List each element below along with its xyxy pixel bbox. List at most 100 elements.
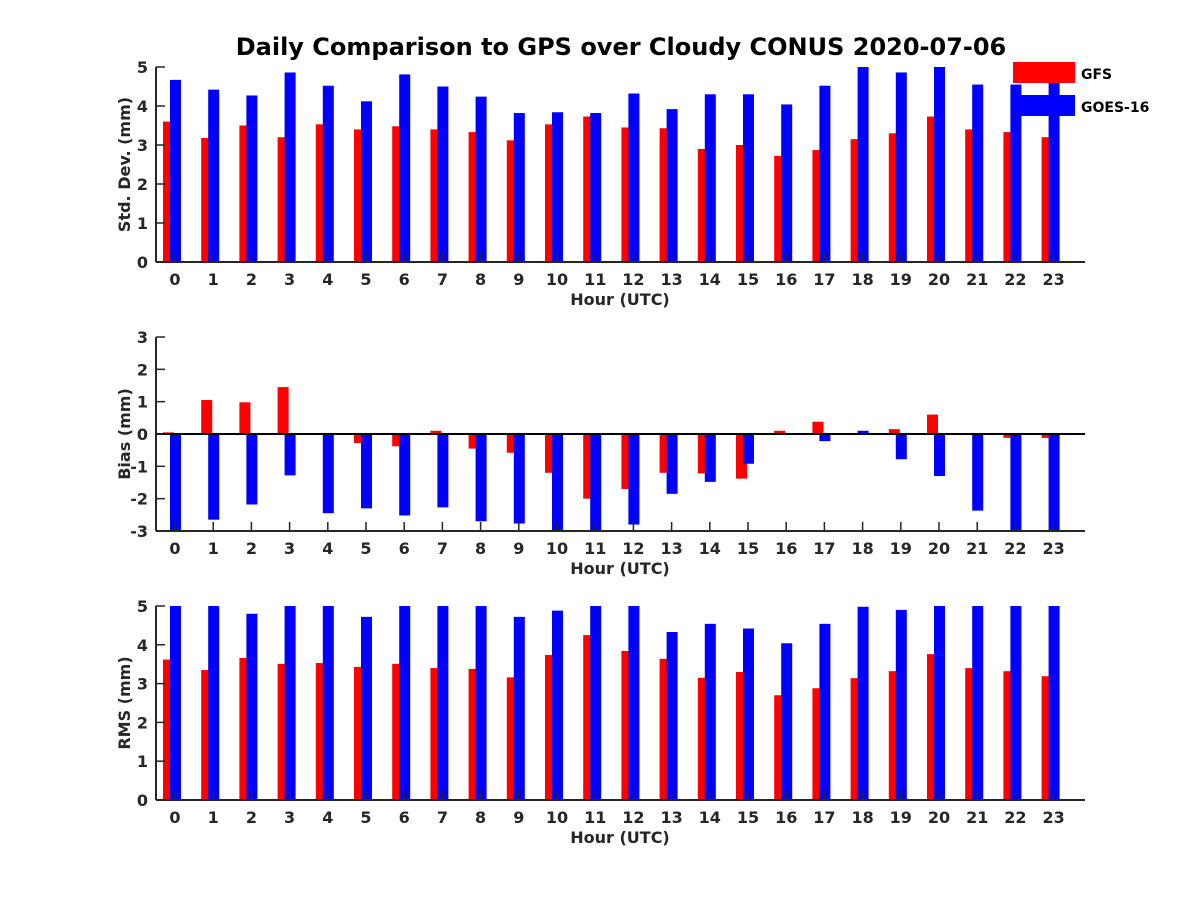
x-tick-label: 20 <box>928 539 950 558</box>
y-axis-label: RMS (mm) <box>115 656 134 749</box>
x-tick-label: 18 <box>851 808 873 827</box>
x-tick-label: 17 <box>813 270 835 289</box>
x-tick-label: 4 <box>322 270 333 289</box>
bar-goes16-13 <box>666 631 678 800</box>
x-tick-label: 19 <box>890 539 912 558</box>
bar-goes16-4 <box>322 606 334 800</box>
x-tick-label: 21 <box>966 808 988 827</box>
bar-gfs-21 <box>965 129 977 262</box>
bar-goes16-1 <box>208 606 220 800</box>
bar-gfs-8 <box>468 668 480 800</box>
bar-gfs-12 <box>621 127 633 262</box>
bar-gfs-16 <box>774 695 786 800</box>
x-tick-label: 0 <box>169 270 180 289</box>
bar-goes16-22 <box>1010 606 1022 800</box>
bar-goes16-11 <box>590 113 602 263</box>
bar-gfs-2 <box>239 125 251 262</box>
x-tick-label: 9 <box>513 539 524 558</box>
x-tick-label: 8 <box>475 270 486 289</box>
bar-goes16-16 <box>781 643 793 800</box>
x-tick-label: 4 <box>322 539 333 558</box>
bar-goes16-11 <box>590 434 602 531</box>
legend-label-goes16: GOES-16 <box>1081 100 1149 116</box>
y-tick-label: 1 <box>137 752 148 771</box>
bar-gfs-4 <box>315 124 327 262</box>
bar-goes16-15 <box>743 94 754 262</box>
bar-goes16-22 <box>1010 84 1022 262</box>
bar-gfs-8 <box>468 132 480 262</box>
x-tick-label: 20 <box>928 270 950 289</box>
bar-gfs-6 <box>392 126 404 262</box>
bar-goes16-11 <box>590 606 602 800</box>
bar-gfs-23 <box>1041 137 1053 262</box>
bar-gfs-7 <box>430 668 442 800</box>
bar-gfs-5 <box>354 666 365 800</box>
bar-goes16-18 <box>857 67 869 262</box>
bar-gfs-5 <box>354 434 365 444</box>
bar-gfs-7 <box>430 430 442 434</box>
bar-goes16-8 <box>475 606 487 800</box>
bar-goes16-8 <box>475 434 487 522</box>
bar-gfs-17 <box>812 421 824 434</box>
bar-goes16-3 <box>284 434 296 476</box>
bar-goes16-12 <box>628 434 640 525</box>
x-tick-label: 11 <box>584 539 606 558</box>
bar-gfs-21 <box>965 668 977 800</box>
bar-gfs-1 <box>201 670 213 800</box>
bar-gfs-6 <box>392 434 404 447</box>
bar-gfs-1 <box>201 137 213 262</box>
bar-goes16-14 <box>704 94 716 262</box>
y-tick-label: 4 <box>137 97 148 116</box>
x-tick-label: 23 <box>1042 808 1064 827</box>
bar-goes16-10 <box>552 610 563 800</box>
y-tick-label: -2 <box>130 490 148 509</box>
y-tick-label: 0 <box>137 791 148 810</box>
bar-gfs-15 <box>736 434 747 479</box>
bar-gfs-20 <box>927 654 938 800</box>
bar-goes16-21 <box>972 84 984 262</box>
bar-gfs-15 <box>736 671 747 800</box>
y-axis-label: Bias (mm) <box>115 388 134 480</box>
x-tick-label: 19 <box>890 270 912 289</box>
x-axis-label: Hour (UTC) <box>570 290 670 309</box>
x-tick-label: 13 <box>660 270 682 289</box>
y-tick-label: 2 <box>137 713 148 732</box>
x-tick-label: 23 <box>1042 539 1064 558</box>
x-tick-label: 10 <box>546 539 568 558</box>
x-tick-label: 22 <box>1004 808 1026 827</box>
bar-goes16-20 <box>934 434 945 477</box>
bar-goes16-17 <box>819 85 831 262</box>
bar-gfs-2 <box>239 657 251 800</box>
chart-title: Daily Comparison to GPS over Cloudy CONU… <box>236 33 1007 61</box>
bar-goes16-20 <box>934 67 945 262</box>
x-tick-label: 9 <box>513 270 524 289</box>
bar-gfs-10 <box>545 434 556 473</box>
bar-goes16-17 <box>819 623 831 800</box>
bar-gfs-15 <box>736 145 747 262</box>
bar-gfs-14 <box>697 148 709 262</box>
bar-goes16-20 <box>934 606 945 800</box>
x-tick-label: 2 <box>246 808 257 827</box>
y-tick-label: 3 <box>137 675 148 694</box>
bar-gfs-17 <box>812 150 824 262</box>
bar-gfs-14 <box>697 434 709 474</box>
bar-goes16-19 <box>895 609 907 800</box>
bar-gfs-22 <box>1003 671 1015 800</box>
x-tick-label: 1 <box>208 270 219 289</box>
bar-gfs-23 <box>1041 434 1053 438</box>
bar-goes16-16 <box>781 104 793 262</box>
x-tick-label: 17 <box>813 539 835 558</box>
x-tick-label: 6 <box>399 808 410 827</box>
bar-gfs-19 <box>888 133 900 262</box>
bar-goes16-10 <box>552 434 563 531</box>
y-tick-label: 0 <box>137 253 148 272</box>
y-tick-label: 1 <box>137 393 148 412</box>
legend: GFS GOES-16 <box>1013 62 1149 116</box>
x-tick-label: 12 <box>622 808 644 827</box>
x-tick-label: 2 <box>246 539 257 558</box>
bar-gfs-10 <box>545 124 556 262</box>
y-tick-label: 2 <box>137 360 148 379</box>
bar-gfs-18 <box>850 678 862 800</box>
